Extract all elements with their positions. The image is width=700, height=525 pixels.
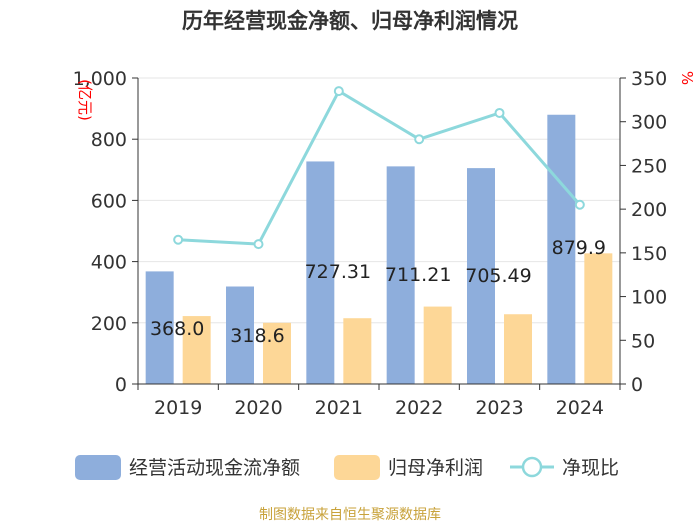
right-tick-label: 350 (631, 68, 667, 90)
x-tick-label: 2023 (475, 397, 523, 419)
bar-cashflow (386, 166, 415, 384)
bar-cashflow (467, 168, 495, 384)
left-tick-label: 0 (115, 374, 127, 396)
bar-cashflow (547, 114, 576, 384)
left-axis-unit: (亿元) (76, 79, 94, 121)
ratio-point (173, 234, 184, 245)
right-axis-unit: % (678, 71, 696, 85)
legend-label-ratio: 净现比 (562, 457, 619, 479)
legend-label-cashflow: 经营活动现金流净额 (129, 457, 300, 479)
bar-cashflow (145, 271, 174, 384)
bar-net-profit (504, 314, 532, 384)
left-unit-label: (亿元) (76, 79, 94, 121)
right-tick-label: 100 (631, 287, 667, 309)
bar-net-profit (343, 318, 372, 384)
bar-data-label: 711.21 (385, 264, 451, 286)
axes: 0 200 400 600 800 1,000 0 50 100 150 200 250 300 350 2… (73, 68, 668, 419)
gridlines (138, 77, 620, 324)
bar-data-label: 727.31 (305, 261, 371, 283)
bar-data-label: 318.6 (230, 325, 284, 347)
ratio-line-path (178, 89, 581, 246)
right-tick-label: 250 (631, 155, 667, 177)
left-tick-label: 400 (91, 252, 127, 274)
right-tick-label: 200 (631, 199, 667, 221)
bar-cashflow (226, 286, 254, 384)
source-note: 制图数据来自恒生聚源数据库 (259, 507, 441, 523)
ratio-point (574, 199, 585, 210)
left-tick-label: 200 (91, 313, 127, 335)
right-unit-label: % (678, 71, 696, 85)
x-tick-label: 2022 (395, 397, 443, 419)
legend-label-net-profit: 归母净利润 (388, 457, 483, 479)
x-tick-label: 2020 (234, 397, 282, 419)
ratio-point (414, 134, 425, 145)
bar-net-profit (423, 306, 452, 384)
left-tick-label: 800 (91, 129, 127, 151)
bar-data-label: 705.49 (465, 265, 531, 287)
legend: 经营活动现金流净额 归母净利润 净现比 (75, 455, 619, 480)
bar-net-profit (182, 316, 211, 384)
right-tick-label: 0 (631, 374, 643, 396)
right-tick-label: 50 (631, 330, 655, 352)
legend-swatch-cashflow (75, 455, 121, 480)
legend-swatch-net-profit (334, 455, 380, 480)
x-tick-label: 2019 (154, 397, 202, 419)
bar-data-label: 368.0 (150, 318, 204, 340)
bar-net-profit (584, 253, 613, 384)
data-labels: 368.0 318.6 727.31 711.21 705.49 879.9 (150, 237, 606, 347)
ratio-point (253, 239, 264, 250)
x-tick-label: 2021 (315, 397, 363, 419)
bar-cashflow (306, 161, 335, 384)
ratio-line (173, 86, 585, 250)
bars (145, 114, 613, 384)
right-tick-label: 150 (631, 243, 667, 265)
x-tick-label: 2024 (556, 397, 604, 419)
right-tick-label: 300 (631, 112, 667, 134)
bar-data-label: 879.9 (552, 237, 606, 259)
ratio-point (333, 86, 344, 97)
left-tick-label: 1,000 (73, 68, 127, 90)
ratio-point (494, 107, 505, 118)
legend-swatch-ratio-point (521, 456, 543, 478)
left-tick-label: 600 (91, 190, 127, 212)
bar-net-profit (263, 322, 291, 384)
chart-title: 历年经营现金净额、归母净利润情况 (182, 9, 518, 33)
